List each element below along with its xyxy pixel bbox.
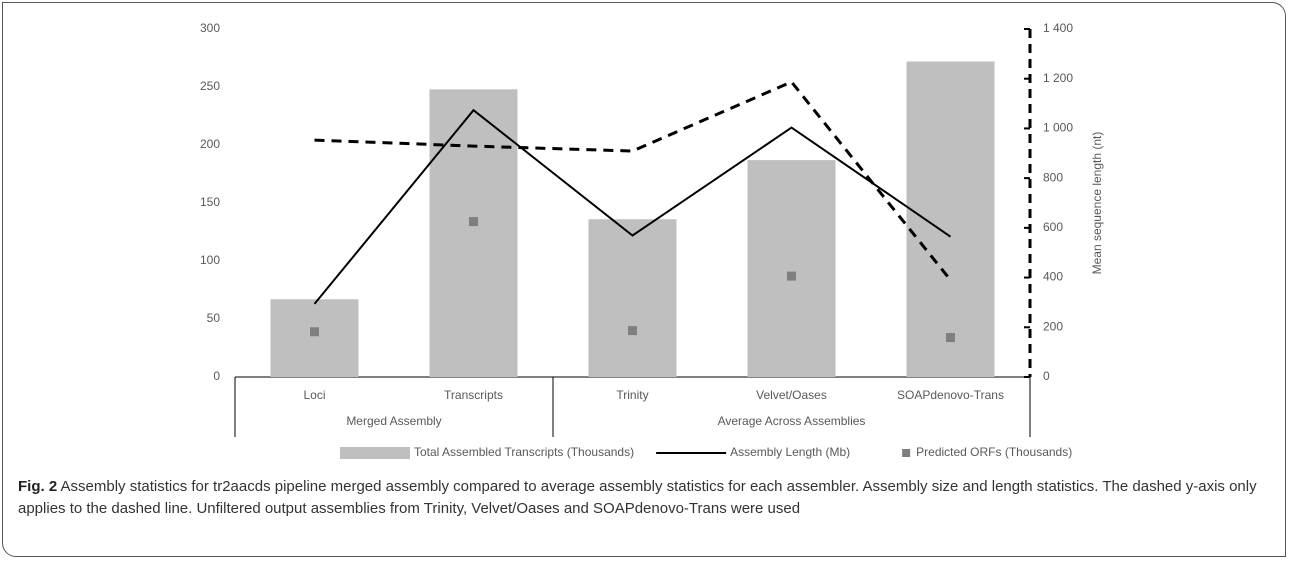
- legend-label: Total Assembled Transcripts (Thousands): [414, 445, 634, 459]
- y2-tick-label: 1 200: [1043, 71, 1073, 85]
- group-label: Average Across Assemblies: [718, 414, 866, 428]
- caption: Fig. 2 Assembly statistics for tr2aacds …: [18, 476, 1268, 520]
- y2-tick-label: 200: [1043, 319, 1063, 333]
- marker: [628, 326, 637, 336]
- y2-tick-label: 0: [1043, 369, 1050, 383]
- line: [313, 108, 952, 305]
- legend-swatch: [902, 449, 911, 457]
- y2-tick-label: 1 400: [1043, 21, 1073, 35]
- bar: [747, 160, 836, 377]
- x-tick-label: Trinity: [616, 388, 648, 402]
- y-tick-label: 0: [213, 369, 220, 383]
- x-tick-label: Transcripts: [444, 388, 503, 402]
- y2-tick-label: 1 000: [1043, 121, 1073, 135]
- y-tick-label: 250: [200, 79, 220, 93]
- bar: [588, 219, 677, 377]
- y-tick-label: 150: [200, 195, 220, 209]
- marker: [946, 333, 955, 343]
- dashed-line: [314, 80, 952, 281]
- y2-tick-label: 800: [1043, 170, 1063, 184]
- legend-swatch: [340, 447, 410, 459]
- y-tick-label: 50: [207, 311, 221, 325]
- y-tick-label: 300: [200, 21, 220, 35]
- marker: [310, 327, 319, 337]
- group-label: Merged Assembly: [346, 414, 441, 428]
- chart: Mean sequence length (nt) 0 50 100 150 200 25…: [200, 21, 1104, 459]
- y-tick-label: 100: [200, 253, 220, 267]
- x-tick-label: Loci: [303, 388, 325, 402]
- y2-axis-title: Mean sequence length (nt): [1090, 132, 1104, 275]
- legend-label: Assembly Length (Mb): [730, 445, 850, 459]
- caption-label: Fig. 2: [18, 478, 58, 495]
- y-tick-label: 200: [200, 137, 220, 151]
- y2-tick-label: 400: [1043, 270, 1063, 284]
- x-tick-label: Velvet/Oases: [756, 388, 827, 402]
- marker: [469, 217, 478, 227]
- bar: [429, 89, 518, 377]
- legend-label: Predicted ORFs (Thousands): [916, 445, 1072, 459]
- y2-tick-label: 600: [1043, 220, 1063, 234]
- caption-text: Assembly statistics for tr2aacds pipelin…: [18, 478, 1257, 517]
- bar: [906, 61, 995, 377]
- marker: [787, 271, 796, 281]
- bar: [270, 299, 359, 377]
- x-tick-label: SOAPdenovo-Trans: [897, 388, 1004, 402]
